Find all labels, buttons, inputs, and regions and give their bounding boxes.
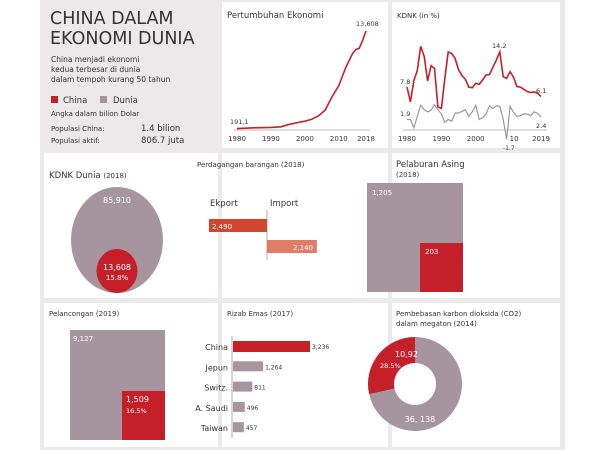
growth-series-line	[236, 30, 367, 130]
subtitle-line: kedua terbesar di dunia	[51, 65, 140, 74]
kdnk-tick-label: 1980	[398, 135, 416, 143]
gold-bar	[233, 341, 310, 352]
gold-category-label: China	[205, 343, 228, 352]
growth-tick-label: 2010	[330, 135, 348, 143]
panel-gold	[222, 303, 388, 447]
kdnk-label-china-start: 7.8	[400, 78, 410, 86]
gold-category-label: Switz.	[204, 384, 228, 393]
co2-china-share: 28.5%	[380, 362, 401, 370]
gold-title: Rizab Emas (2017)	[227, 310, 293, 318]
trade-export-value: 2,490	[212, 223, 232, 231]
stat-label: Populasi China:	[51, 125, 105, 133]
kdnk-dunia-line	[407, 103, 542, 140]
tourism-china-label: 1,509	[126, 395, 149, 404]
gold-bar	[233, 361, 264, 372]
trade-import-value: 2,140	[293, 244, 313, 252]
fdi-title: Pelaburan Asing	[396, 160, 465, 170]
tourism-china-share: 16.5%	[126, 407, 147, 415]
growth-end-label: 13,608	[356, 20, 379, 28]
gold-category-label: A. Saudi	[195, 404, 228, 413]
co2-china-label: 10,92	[395, 350, 418, 359]
legend-swatch-china	[51, 96, 58, 103]
title-line2: EKONOMI DUNIA	[50, 29, 195, 49]
dunia-bubble-label: 85,910	[103, 196, 131, 205]
stat-value: 806.7 juta	[141, 136, 184, 146]
china-bubble-share: 15.8%	[106, 274, 129, 282]
kdnk-label-china-peak: 14.2	[492, 42, 506, 50]
subtitle-line: China menjadi ekonomi	[51, 55, 139, 64]
growth-tick-label: 2000	[296, 135, 314, 143]
stat-label: Populasi aktif:	[51, 137, 100, 145]
kdnk-label-dunia-end: 2.4	[536, 122, 546, 130]
kdnk-tick-label: 2019	[532, 135, 550, 143]
fdi-china-square	[420, 243, 463, 292]
growth-title: Pertumbuhan Ekonomi	[227, 11, 323, 21]
kdnk-label-dunia-min: -1.7	[503, 145, 515, 152]
title-line1: CHINA DALAM	[50, 9, 174, 29]
gold-value-label: 811	[254, 385, 266, 392]
growth-tick-label: 1980	[228, 135, 246, 143]
gold-bar	[233, 401, 245, 412]
co2-title-line1: Pembebasan karbon dioksida (CO2)	[396, 310, 522, 318]
tourism-dunia-label: 9,127	[73, 335, 93, 343]
panel-growth	[222, 2, 388, 148]
trade-import-bar	[267, 240, 317, 253]
growth-start-label: 191,1	[230, 118, 249, 126]
kdnk-title: KDNK (in %)	[397, 12, 440, 20]
gold-value-label: 496	[247, 405, 259, 412]
growth-tick-label: 1990	[262, 135, 280, 143]
co2-title-line2: dalam megaton (2014)	[396, 320, 477, 328]
kdnk-label-china-end: 6.1	[536, 87, 546, 95]
gold-category-label: Jepun	[205, 363, 229, 372]
legend-swatch-dunia	[100, 96, 107, 103]
panel-kdnk	[392, 2, 560, 148]
trade-title: Perdagangan barangan (2018)	[197, 161, 305, 169]
gold-bar	[233, 422, 244, 433]
trade-export-bar	[209, 219, 267, 232]
fdi-dunia-label: 1,205	[372, 189, 392, 197]
kdnk-label-dunia-start: 1.9	[400, 110, 410, 118]
co2-slice-dunia	[369, 337, 462, 431]
gold-value-label: 457	[246, 425, 258, 432]
fdi-china-label: 203	[425, 248, 438, 256]
kdnk-tick-label: 2000	[467, 135, 485, 143]
kdnk-tick-label: 10	[510, 135, 519, 143]
co2-slice-china	[367, 337, 415, 395]
trade-export-label: Ekport	[210, 199, 238, 209]
gold-value-label: 1,264	[265, 364, 282, 371]
subtitle-line: dalam tempoh kurang 50 tahun	[51, 75, 170, 84]
trade-import-label: Import	[270, 199, 299, 209]
china-bubble	[96, 249, 138, 293]
dunia-bubble	[71, 187, 163, 293]
gold-bar	[233, 381, 253, 392]
unit-note: Angka dalam bilion Dolar	[51, 110, 139, 118]
kdnk-tick-label: 1990	[432, 135, 450, 143]
china-bubble-label: 13,608	[103, 263, 131, 272]
legend-label-dunia: Dunia	[113, 96, 138, 106]
kdnk-china-line	[406, 46, 542, 110]
gold-category-label: Taiwan	[200, 424, 228, 433]
stat-value: 1.4 bilion	[141, 124, 180, 134]
gold-value-label: 3,236	[312, 344, 329, 351]
tourism-china-square	[122, 391, 165, 440]
legend-label-china: China	[63, 96, 87, 106]
co2-dunia-label: 36, 138	[405, 415, 436, 424]
kdnk-dunia-title: KDNK Dunia (2018)	[49, 171, 127, 181]
growth-tick-label: 2018	[357, 135, 375, 143]
fdi-year: (2018)	[396, 171, 420, 179]
tourism-title: Pelancongan (2019)	[49, 310, 119, 318]
